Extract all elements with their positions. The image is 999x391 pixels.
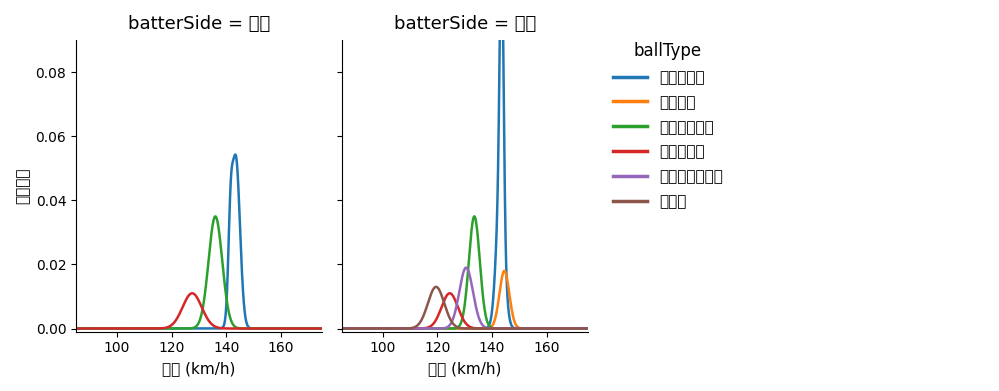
Title: batterSide = 左打: batterSide = 左打	[128, 15, 270, 33]
X-axis label: 球速 (km/h): 球速 (km/h)	[429, 361, 501, 376]
X-axis label: 球速 (km/h): 球速 (km/h)	[162, 361, 236, 376]
Y-axis label: 確率密度: 確率密度	[15, 168, 30, 204]
Legend: ストレート, シュート, カットボール, スライダー, チェンジアップ, カーブ: ストレート, シュート, カットボール, スライダー, チェンジアップ, カーブ	[613, 42, 722, 210]
Title: batterSide = 右打: batterSide = 右打	[394, 15, 535, 33]
